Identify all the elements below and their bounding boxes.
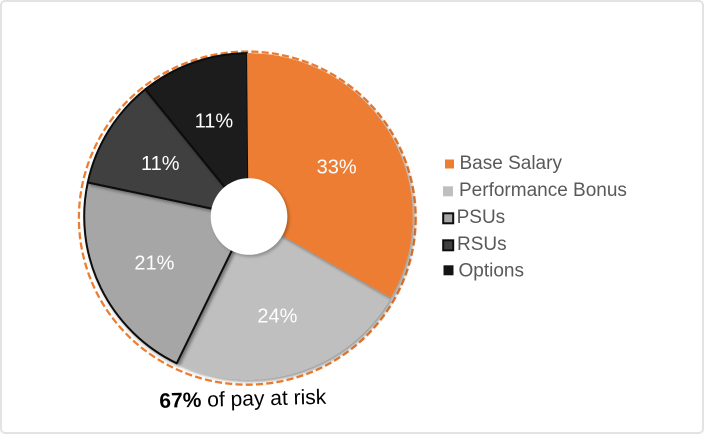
svg-text:33%: 33%	[317, 156, 357, 178]
svg-text:Performance Bonus: Performance Bonus	[459, 180, 627, 201]
svg-text:11%: 11%	[141, 153, 180, 175]
svg-text:Base Salary: Base Salary	[460, 153, 563, 174]
svg-text:24%: 24%	[257, 305, 297, 327]
svg-text:67% of pay at risk: 67% of pay at risk	[159, 386, 327, 413]
svg-text:11%: 11%	[195, 111, 234, 133]
svg-text:PSUs: PSUs	[457, 207, 506, 228]
svg-text:Options: Options	[459, 261, 524, 282]
svg-text:RSUs: RSUs	[457, 234, 507, 255]
svg-text:21%: 21%	[134, 252, 174, 274]
